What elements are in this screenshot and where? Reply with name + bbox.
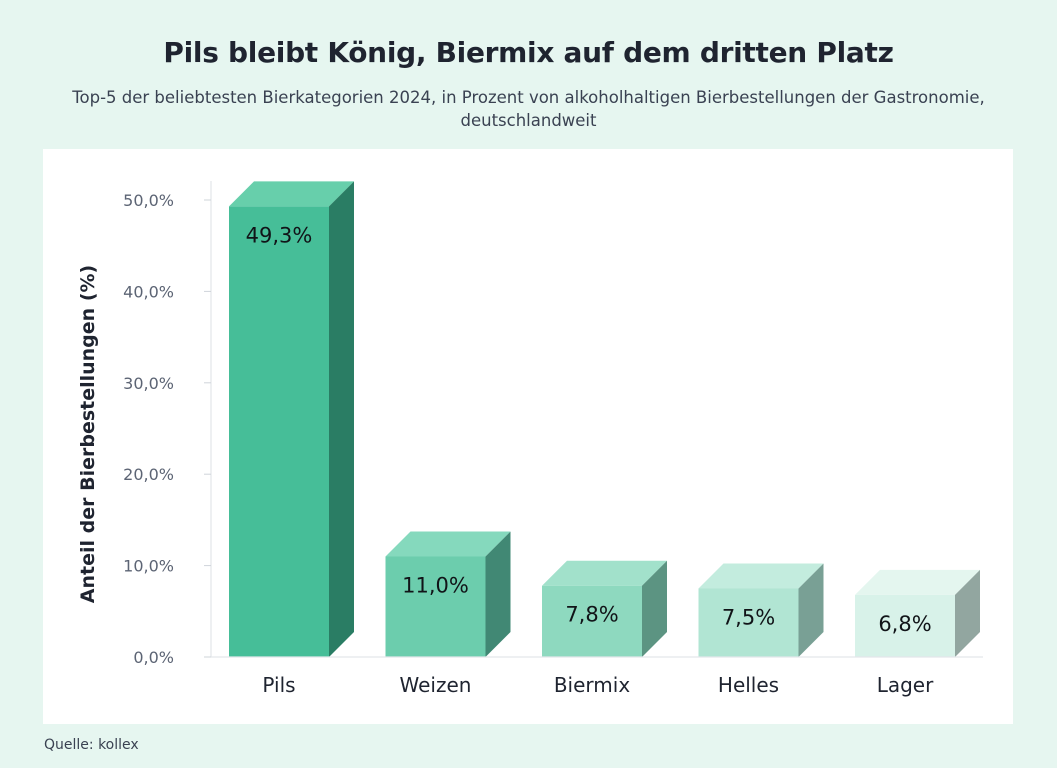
- x-tick-label: Lager: [877, 673, 934, 697]
- source-note: Quelle: kollex: [44, 737, 139, 753]
- bar-side: [955, 569, 980, 657]
- bar-side: [485, 531, 511, 657]
- y-tick-label: 40,0%: [123, 282, 174, 301]
- bar-top: [229, 181, 354, 207]
- data-label: 11,0%: [402, 573, 469, 597]
- y-tick-label: 30,0%: [123, 374, 174, 393]
- data-label: 6,8%: [878, 612, 931, 636]
- bar-biermix: 7,8%: [542, 560, 667, 657]
- bar-side: [329, 181, 354, 657]
- x-tick-label: Weizen: [400, 673, 472, 697]
- bar-front: [385, 556, 486, 657]
- bar-front: [542, 585, 642, 657]
- chart-title: Pils bleibt König, Biermix auf dem dritt…: [163, 36, 894, 69]
- bar-pils: 49,3%: [229, 181, 354, 657]
- x-tick-label: Helles: [718, 673, 779, 697]
- bar-helles: 7,5%: [698, 563, 824, 657]
- bar-lager: 6,8%: [855, 569, 980, 657]
- bar-chart: 0,0% 10,0% 20,0% 30,0% 40,0% 50,0% 49,3% 11,0%…: [77, 181, 983, 697]
- x-axis: Pils Weizen Biermix Helles Lager: [211, 656, 983, 697]
- bar-side: [642, 560, 667, 657]
- chart-subtitle: Top-5 der beliebtesten Bierkategorien 20…: [72, 88, 985, 130]
- bar-top: [385, 531, 511, 557]
- x-tick-label: Pils: [262, 673, 295, 697]
- y-tick-label: 0,0%: [133, 648, 174, 667]
- data-label: 49,3%: [246, 223, 313, 247]
- bar-side: [798, 563, 824, 657]
- bar-front: [229, 206, 329, 657]
- y-tick-label: 20,0%: [123, 465, 174, 484]
- y-axis-title: Anteil der Bierbestellungen (%): [77, 265, 99, 603]
- x-tick-label: Biermix: [554, 673, 630, 697]
- y-axis: 0,0% 10,0% 20,0% 30,0% 40,0% 50,0%: [123, 181, 212, 667]
- bar-top: [542, 560, 667, 586]
- bar-front: [855, 594, 955, 657]
- y-tick-label: 50,0%: [123, 191, 174, 210]
- y-tick-label: 10,0%: [123, 557, 174, 576]
- bar-top: [855, 569, 980, 595]
- bar-weizen: 11,0%: [385, 531, 511, 657]
- data-label: 7,5%: [722, 605, 775, 629]
- bar-top: [698, 563, 824, 589]
- chart-panel: 0,0% 10,0% 20,0% 30,0% 40,0% 50,0% 49,3% 11,0%…: [43, 149, 1013, 724]
- bar-front: [698, 588, 799, 657]
- bar-series: 49,3% 11,0% 7,8% 7,5% 6,8%: [229, 181, 980, 657]
- data-label: 7,8%: [565, 603, 618, 627]
